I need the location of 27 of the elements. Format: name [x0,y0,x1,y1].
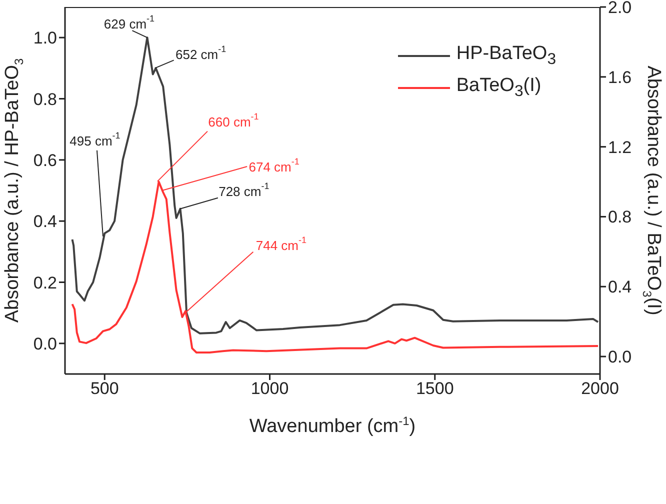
y-tick-label: 0.0 [33,334,57,354]
y2-tick-label: 0.0 [608,348,632,367]
legend-label: BaTeO$_{3}$(I) [456,75,542,101]
x-axis-title: Wavenumber (cm$^{-1}$) [249,414,416,437]
line-series [71,36,600,334]
y2-tick-label: 0.8 [608,208,632,227]
annotation: 744 cm$^{-1}$ [256,234,307,252]
y2-tick-label: 2.0 [608,0,632,18]
x-tick-label: 1000 [250,379,289,398]
annotation: 629 cm$^{-1}$ [104,14,155,32]
legend-label: HP-BaTeO$_{3}$ [456,43,556,69]
y2-tick-label: 1.6 [608,68,632,87]
y-tick-label: 0.4 [33,212,57,232]
y-tick-label: 0.8 [33,90,57,109]
y2-tick-label: 1.2 [608,138,632,157]
x-tick-label: 1500 [416,379,454,398]
y-tick-label: 1.0 [33,28,57,48]
y-tick-label: 0.2 [33,273,57,292]
annotation: 495 cm$^{-1}$ [70,130,120,148]
x-tick-label: 500 [90,379,119,398]
y-tick-label: 0.6 [33,150,57,170]
annotation: 652 cm$^{-1}$ [176,44,226,62]
x-tick-label: 2000 [581,379,619,398]
y2-tick-label: 0.4 [608,278,632,297]
annotation: 728 cm$^{-1}$ [218,180,270,198]
annotation: 660 cm$^{-1}$ [208,111,259,129]
annotation: 674 cm$^{-1}$ [248,156,300,174]
